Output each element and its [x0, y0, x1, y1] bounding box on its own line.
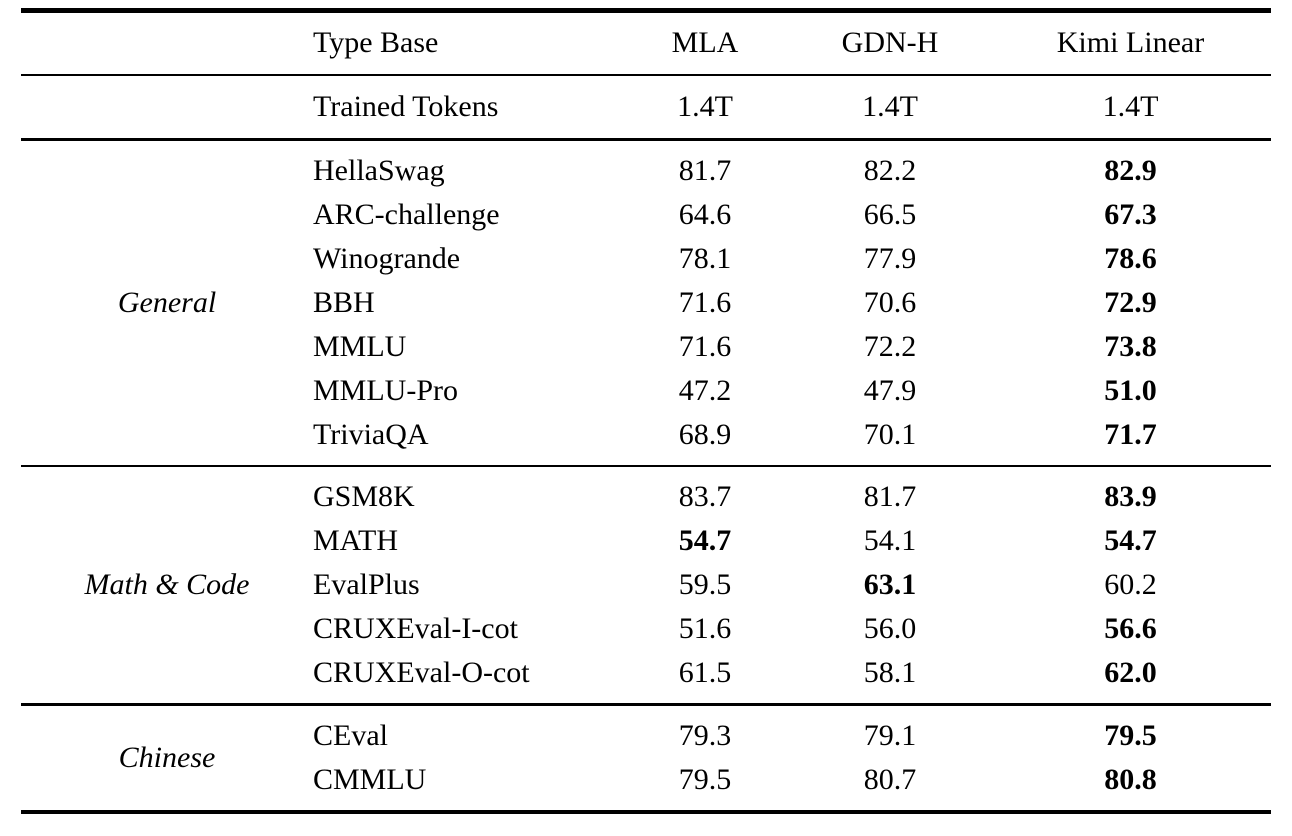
- table-header-row: Type Base MLA GDN-H Kimi Linear: [21, 13, 1271, 74]
- table-sections: General HellaSwag 81.7 82.2 82.9 ARC-challeng…: [21, 141, 1271, 810]
- score-gdn-h: 81.7: [863, 480, 917, 513]
- table-section-math-code: Math & Code GSM8K 83.7 81.7 83.9 MATH 54.7 54.1…: [21, 467, 1271, 703]
- score-gdn-h: 47.9: [863, 373, 917, 407]
- benchmark-name: MMLU-Pro: [313, 373, 459, 407]
- section-divider-rule: [21, 703, 1271, 706]
- table-row: MATH 54.7 54.1 54.7: [313, 519, 1271, 563]
- table-row: CEval 79.3 79.1 79.5: [313, 714, 1271, 758]
- score-kimi-linear: 67.3: [1104, 197, 1157, 231]
- table-row: TriviaQA 68.9 70.1 71.7: [313, 413, 1271, 457]
- section-rows: HellaSwag 81.7 82.2 82.9 ARC-challenge 64.6 66…: [313, 149, 1271, 457]
- table-bottom-rule: [21, 809, 1271, 814]
- score-gdn-h: 70.1: [863, 417, 917, 451]
- score-kimi-linear: 60.2: [1104, 568, 1157, 601]
- score-gdn-h: 80.7: [863, 762, 917, 796]
- score-mla: 79.5: [678, 762, 732, 796]
- meta-divider-rule: [21, 138, 1271, 141]
- score-kimi-linear: 79.5: [1104, 718, 1157, 752]
- table-row: MMLU-Pro 47.2 47.9 51.0: [313, 369, 1271, 413]
- score-kimi-linear: 51.0: [1104, 373, 1157, 407]
- score-kimi-linear: 82.9: [1104, 153, 1157, 187]
- header-col-kimi-linear: Kimi Linear: [1056, 26, 1205, 59]
- table-section-chinese: Chinese CEval 79.3 79.1 79.5 CMMLU 79.5 80.7 80.…: [21, 706, 1271, 810]
- table-row: GSM8K 83.7 81.7 83.9: [313, 475, 1271, 519]
- score-mla: 71.6: [678, 329, 732, 363]
- score-mla: 61.5: [678, 656, 732, 689]
- score-mla: 47.2: [678, 373, 732, 407]
- score-mla: 54.7: [678, 524, 732, 557]
- benchmark-name: CEval: [313, 718, 388, 752]
- header-type-base: Type Base: [313, 26, 439, 59]
- section-divider-rule: [21, 464, 1271, 467]
- score-mla: 64.6: [678, 197, 732, 231]
- benchmark-name: BBH: [313, 285, 375, 319]
- trained-tokens-label: Trained Tokens: [313, 90, 499, 123]
- header-divider-rule: [21, 73, 1271, 76]
- benchmark-name: CRUXEval-O-cot: [313, 656, 530, 689]
- score-mla: 51.6: [678, 612, 732, 645]
- benchmark-comparison-table: Type Base MLA GDN-H Kimi Linear Trained …: [21, 8, 1271, 814]
- score-mla: 79.3: [678, 718, 732, 752]
- benchmark-name: CMMLU: [313, 762, 427, 796]
- score-mla: 81.7: [678, 153, 732, 187]
- benchmark-name: GSM8K: [313, 480, 415, 513]
- score-gdn-h: 72.2: [863, 329, 917, 363]
- score-gdn-h: 54.1: [863, 524, 917, 557]
- table-row: ARC-challenge 64.6 66.5 67.3: [313, 193, 1271, 237]
- category-label-chinese: Chinese: [118, 740, 216, 774]
- header-col-mla: MLA: [671, 26, 739, 59]
- table-row: CRUXEval-O-cot 61.5 58.1 62.0: [313, 651, 1271, 695]
- score-gdn-h: 79.1: [863, 718, 917, 752]
- trained-tokens-gdn-h: 1.4T: [862, 90, 918, 123]
- table-row: EvalPlus 59.5 63.1 60.2: [313, 563, 1271, 607]
- table-top-rule: [21, 8, 1271, 13]
- benchmark-name: EvalPlus: [313, 568, 420, 601]
- score-gdn-h: 66.5: [863, 197, 917, 231]
- score-mla: 78.1: [678, 241, 732, 275]
- score-mla: 71.6: [678, 285, 732, 319]
- trained-tokens-row: Trained Tokens 1.4T 1.4T 1.4T: [21, 76, 1271, 138]
- benchmark-name: TriviaQA: [313, 417, 429, 451]
- table-row: HellaSwag 81.7 82.2 82.9: [313, 149, 1271, 193]
- table-row: Winogrande 78.1 77.9 78.6: [313, 237, 1271, 281]
- score-kimi-linear: 56.6: [1104, 612, 1157, 645]
- score-kimi-linear: 62.0: [1104, 656, 1157, 689]
- category-label-general: General: [117, 285, 217, 319]
- benchmark-name: MMLU: [313, 329, 407, 363]
- table-row: CRUXEval-I-cot 51.6 56.0 56.6: [313, 607, 1271, 651]
- section-rows: CEval 79.3 79.1 79.5 CMMLU 79.5 80.7 80.8: [313, 714, 1271, 802]
- benchmark-name: CRUXEval-I-cot: [313, 612, 518, 645]
- score-kimi-linear: 54.7: [1104, 524, 1157, 557]
- score-gdn-h: 70.6: [863, 285, 917, 319]
- score-mla: 68.9: [678, 417, 732, 451]
- table-row: BBH 71.6 70.6 72.9: [313, 281, 1271, 325]
- score-gdn-h: 82.2: [863, 153, 917, 187]
- score-gdn-h: 58.1: [863, 656, 917, 689]
- score-gdn-h: 63.1: [863, 568, 917, 601]
- trained-tokens-kimi-linear: 1.4T: [1102, 90, 1159, 123]
- trained-tokens-mla: 1.4T: [677, 90, 733, 123]
- section-rows: GSM8K 83.7 81.7 83.9 MATH 54.7 54.1 54.7 EvalPlu…: [313, 475, 1271, 695]
- score-gdn-h: 77.9: [863, 241, 917, 275]
- score-gdn-h: 56.0: [863, 612, 917, 645]
- score-kimi-linear: 80.8: [1104, 762, 1157, 796]
- benchmark-name: Winogrande: [313, 241, 461, 275]
- score-kimi-linear: 71.7: [1104, 417, 1157, 451]
- benchmark-name: HellaSwag: [313, 153, 445, 187]
- score-kimi-linear: 83.9: [1104, 480, 1157, 513]
- benchmark-name: ARC-challenge: [313, 197, 500, 231]
- score-kimi-linear: 72.9: [1104, 285, 1157, 319]
- score-kimi-linear: 73.8: [1104, 329, 1157, 363]
- score-mla: 83.7: [678, 480, 732, 513]
- table-section-general: General HellaSwag 81.7 82.2 82.9 ARC-challeng…: [21, 141, 1271, 465]
- table-row: CMMLU 79.5 80.7 80.8: [313, 758, 1271, 802]
- benchmark-name: MATH: [313, 524, 399, 557]
- score-mla: 59.5: [678, 568, 732, 601]
- table-row: MMLU 71.6 72.2 73.8: [313, 325, 1271, 369]
- header-col-gdn-h: GDN-H: [841, 26, 939, 59]
- category-label-math-code: Math & Code: [84, 568, 250, 601]
- score-kimi-linear: 78.6: [1104, 241, 1157, 275]
